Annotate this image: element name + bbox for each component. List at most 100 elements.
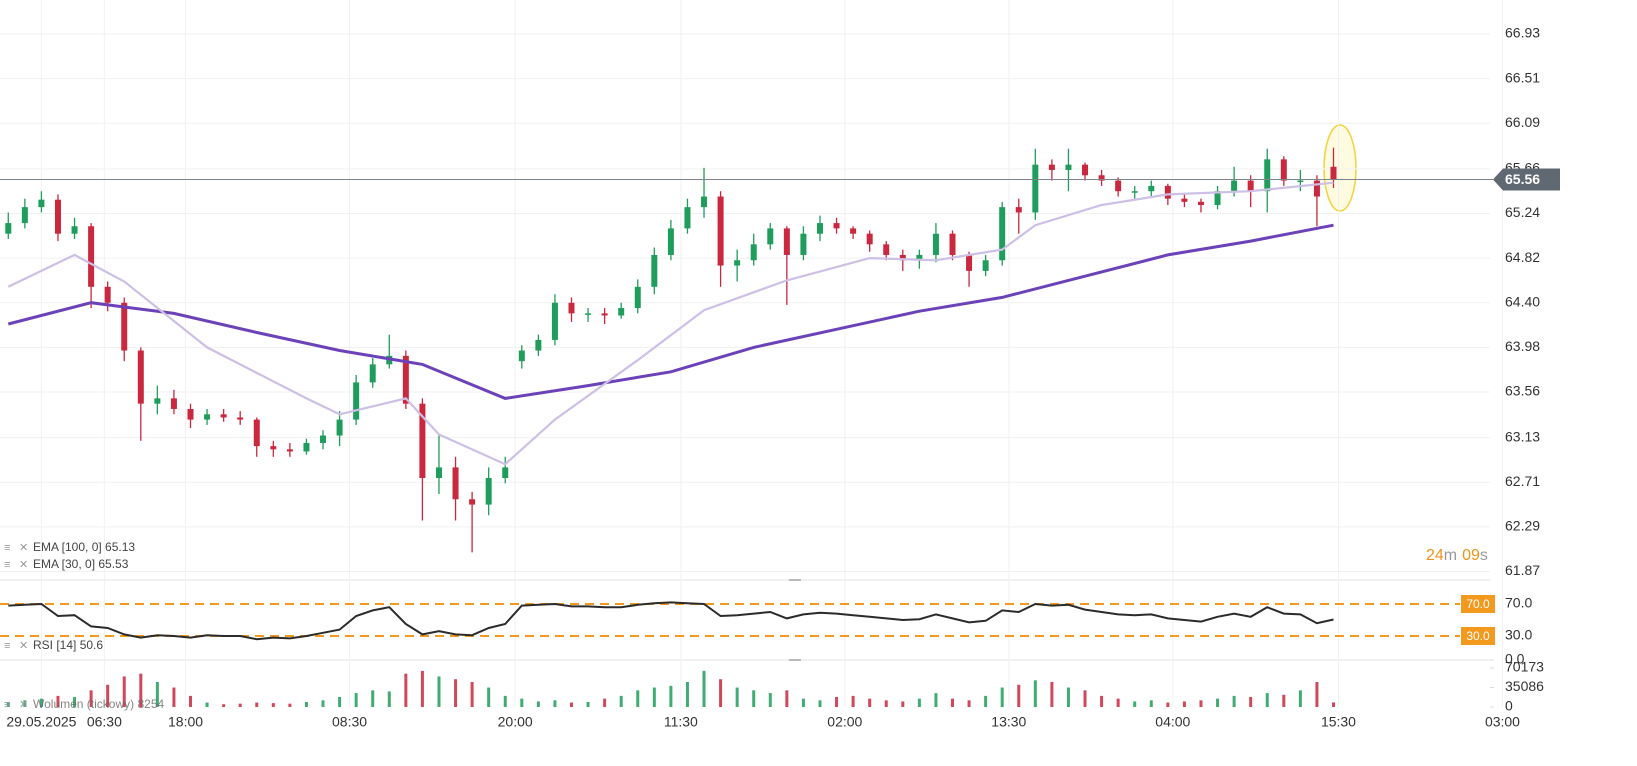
candle-body <box>601 313 608 316</box>
x-tick-label: 29.05.2025 <box>6 714 76 730</box>
candle-body <box>1181 198 1188 202</box>
candle-body <box>154 398 161 404</box>
volume-bar <box>6 702 10 707</box>
volume-bar <box>1199 700 1203 707</box>
resize-handle[interactable] <box>789 659 801 661</box>
x-tick-label: 04:00 <box>1155 714 1190 730</box>
volume-bar <box>122 676 126 707</box>
candle-body <box>21 207 28 224</box>
candle-body <box>701 196 708 208</box>
candle-body <box>667 228 674 255</box>
plot-layer: 29.05.2025 06:30 18:00 08:30 20:00 11:30 02:00… <box>0 0 1560 730</box>
volume-bar <box>1000 687 1004 707</box>
level-tag-label: 70.0 <box>1466 597 1490 611</box>
candle-body <box>204 414 211 420</box>
x-tick-label: 02:00 <box>827 714 862 730</box>
legend-close: ✕ <box>19 699 28 711</box>
candle-body <box>651 254 658 287</box>
highlight-ellipse <box>1323 124 1357 212</box>
volume-bar <box>934 693 938 707</box>
candle-body <box>88 226 95 287</box>
volume-bar <box>818 700 822 707</box>
volume-bar <box>420 670 424 707</box>
legend-entry: EMA [100, 0] 65.13 <box>33 540 135 554</box>
candle-body <box>1082 164 1089 176</box>
candle-body <box>899 254 906 261</box>
volume-bar <box>719 679 723 707</box>
volume-bar <box>752 690 756 707</box>
x-tick-label: 18:00 <box>168 714 203 730</box>
volume-bar <box>1066 687 1070 707</box>
volume-bar <box>1315 682 1319 707</box>
volume-bar <box>271 703 275 707</box>
volume-bar <box>387 691 391 707</box>
candle-body <box>54 199 61 234</box>
x-tick-label: 13:30 <box>991 714 1026 730</box>
x-tick-label: 11:30 <box>664 714 698 730</box>
x-tick-label: 15:30 <box>1321 714 1356 730</box>
resize-handle[interactable] <box>789 579 801 581</box>
volume-bar <box>785 690 789 707</box>
countdown-part: 24 <box>1426 547 1444 564</box>
candle-body <box>1115 180 1122 192</box>
candle-body <box>551 302 558 340</box>
candle-body <box>866 233 873 245</box>
candle-body <box>717 196 724 266</box>
legend-icon: ≡ <box>4 542 10 554</box>
candle-body <box>535 339 542 351</box>
y-tick-label: 66.93 <box>1505 25 1540 41</box>
volume-bar <box>106 684 110 707</box>
candle-body <box>1032 164 1039 213</box>
volume-bar <box>288 703 292 707</box>
candle-body <box>568 302 575 314</box>
candle-body <box>1098 175 1105 181</box>
legend-icon: ≡ <box>4 699 10 711</box>
volume-bar <box>851 695 855 707</box>
volume-bar <box>1166 702 1170 707</box>
volume-bar <box>636 690 640 707</box>
volume-bar <box>603 698 607 707</box>
countdown: 24m 09s <box>1426 547 1488 564</box>
candle-body <box>38 199 45 208</box>
volume-bar <box>984 695 988 707</box>
volume-bar <box>321 700 325 707</box>
y-tick-label: 61.87 <box>1505 562 1540 578</box>
candle-body <box>402 355 409 404</box>
candle-body <box>469 499 476 505</box>
candle-body <box>452 467 459 500</box>
y-tick-label: 66.51 <box>1505 69 1540 85</box>
candle-body <box>353 382 360 420</box>
y-tick-label: 64.82 <box>1505 249 1540 265</box>
countdown-part: m <box>1444 547 1457 564</box>
volume-bar <box>404 673 408 707</box>
candle-body <box>850 228 857 234</box>
countdown-part: 09 <box>1462 547 1480 564</box>
volume-bar <box>503 695 507 707</box>
volume-bar <box>338 697 342 707</box>
candle-body <box>833 223 840 229</box>
candle-body <box>502 467 509 479</box>
ema-line <box>7 223 1334 400</box>
volume-bar <box>238 703 242 707</box>
candle-body <box>286 449 293 452</box>
candle-body <box>1164 185 1171 199</box>
candle-body <box>170 398 177 409</box>
level-tag <box>1461 627 1495 645</box>
level-tag-label: 30.0 <box>1466 629 1490 643</box>
candle-body <box>419 403 426 479</box>
candle-body <box>916 254 923 261</box>
candle-body <box>949 233 956 255</box>
volume-bar <box>1182 701 1186 707</box>
candle-body <box>253 419 260 447</box>
volume-bar <box>304 702 308 707</box>
candle-body <box>1280 159 1287 181</box>
volume-bar <box>1133 701 1137 707</box>
volume-bar <box>73 697 77 707</box>
candle-body <box>1313 180 1320 197</box>
volume-bar <box>1083 690 1087 707</box>
candle-body <box>1015 207 1022 213</box>
candle-body <box>485 478 492 505</box>
rsi-line <box>8 601 1334 641</box>
candle-body <box>1264 159 1271 192</box>
